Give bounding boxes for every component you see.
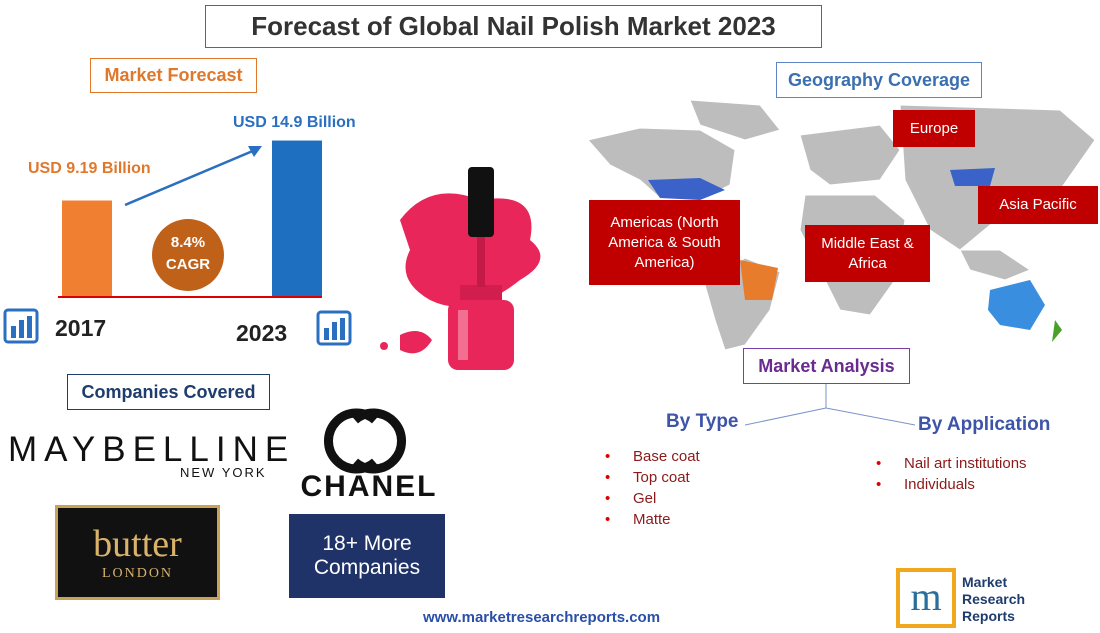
chanel-text: CHANEL bbox=[300, 470, 438, 503]
logo-word: Reports bbox=[962, 608, 1015, 624]
nail-polish-illustration bbox=[380, 167, 541, 370]
mrr-logo-mark: m bbox=[910, 574, 941, 619]
nz-highlight bbox=[1052, 320, 1062, 342]
region: Asia Pacific bbox=[978, 186, 1098, 224]
website: www.marketresearchreports.com bbox=[423, 609, 661, 626]
year-label: 2017 bbox=[55, 315, 107, 341]
analysis-connector bbox=[744, 384, 916, 426]
analysis-heading: Market Analysis bbox=[743, 348, 910, 384]
butter-text: butter bbox=[93, 523, 182, 565]
bar-icon bbox=[3, 308, 352, 346]
maybelline-logo: MAYBELLINE bbox=[8, 430, 296, 469]
list-item: Nail art institutions bbox=[872, 453, 1027, 474]
region: Americas (North America & South America) bbox=[589, 200, 740, 285]
cagr-label: CAGR bbox=[165, 256, 211, 273]
brazil-highlight bbox=[740, 260, 778, 300]
mrr-logo-frame bbox=[896, 568, 956, 628]
bar bbox=[272, 140, 322, 297]
type-list: Base coatTop coatGelMatte bbox=[601, 446, 700, 530]
butter-logo: butter LONDON bbox=[55, 505, 220, 600]
value-label: USD 9.19 Billion bbox=[28, 160, 151, 177]
butter-sub: LONDON bbox=[101, 566, 174, 581]
by-type-heading: By Type bbox=[666, 411, 739, 432]
cagr-value: 8.4% bbox=[170, 234, 206, 251]
bar bbox=[62, 200, 112, 297]
more-companies: 18+ More Companies bbox=[289, 514, 445, 598]
usa-highlight bbox=[648, 178, 725, 200]
list-item: Individuals bbox=[872, 474, 1027, 495]
by-application-heading: By Application bbox=[918, 414, 1051, 435]
china-highlight bbox=[950, 168, 995, 186]
companies-heading: Companies Covered bbox=[67, 374, 270, 410]
value-label: USD 14.9 Billion bbox=[233, 114, 356, 131]
cagr: 8.4% CAGR bbox=[152, 232, 224, 276]
list-item: Base coat bbox=[601, 446, 700, 467]
cagr-circle bbox=[152, 219, 224, 291]
chanel-logo bbox=[323, 408, 407, 474]
forecast-heading: Market Forecast bbox=[90, 58, 257, 93]
australia-highlight bbox=[988, 280, 1045, 330]
list-item: Matte bbox=[601, 509, 700, 530]
growth-arrow bbox=[124, 148, 256, 207]
growth-arrowhead bbox=[248, 146, 262, 157]
logo-word: Research bbox=[962, 591, 1026, 607]
mrr-logo-text: Market Research Reports bbox=[962, 574, 1025, 625]
application-list: Nail art institutionsIndividuals bbox=[872, 453, 1027, 495]
title: Forecast of Global Nail Polish Market 20… bbox=[205, 5, 822, 48]
maybelline-sub: NEW YORK bbox=[180, 465, 267, 480]
geography-heading: Geography Coverage bbox=[776, 62, 982, 98]
bar-icon-bars bbox=[11, 316, 345, 340]
region: Europe bbox=[893, 110, 975, 147]
year-label: 2023 bbox=[236, 320, 288, 346]
region: Middle East & Africa bbox=[805, 225, 930, 282]
list-item: Gel bbox=[601, 488, 700, 509]
list-item: Top coat bbox=[601, 467, 700, 488]
logo-word: Market bbox=[962, 574, 1008, 590]
